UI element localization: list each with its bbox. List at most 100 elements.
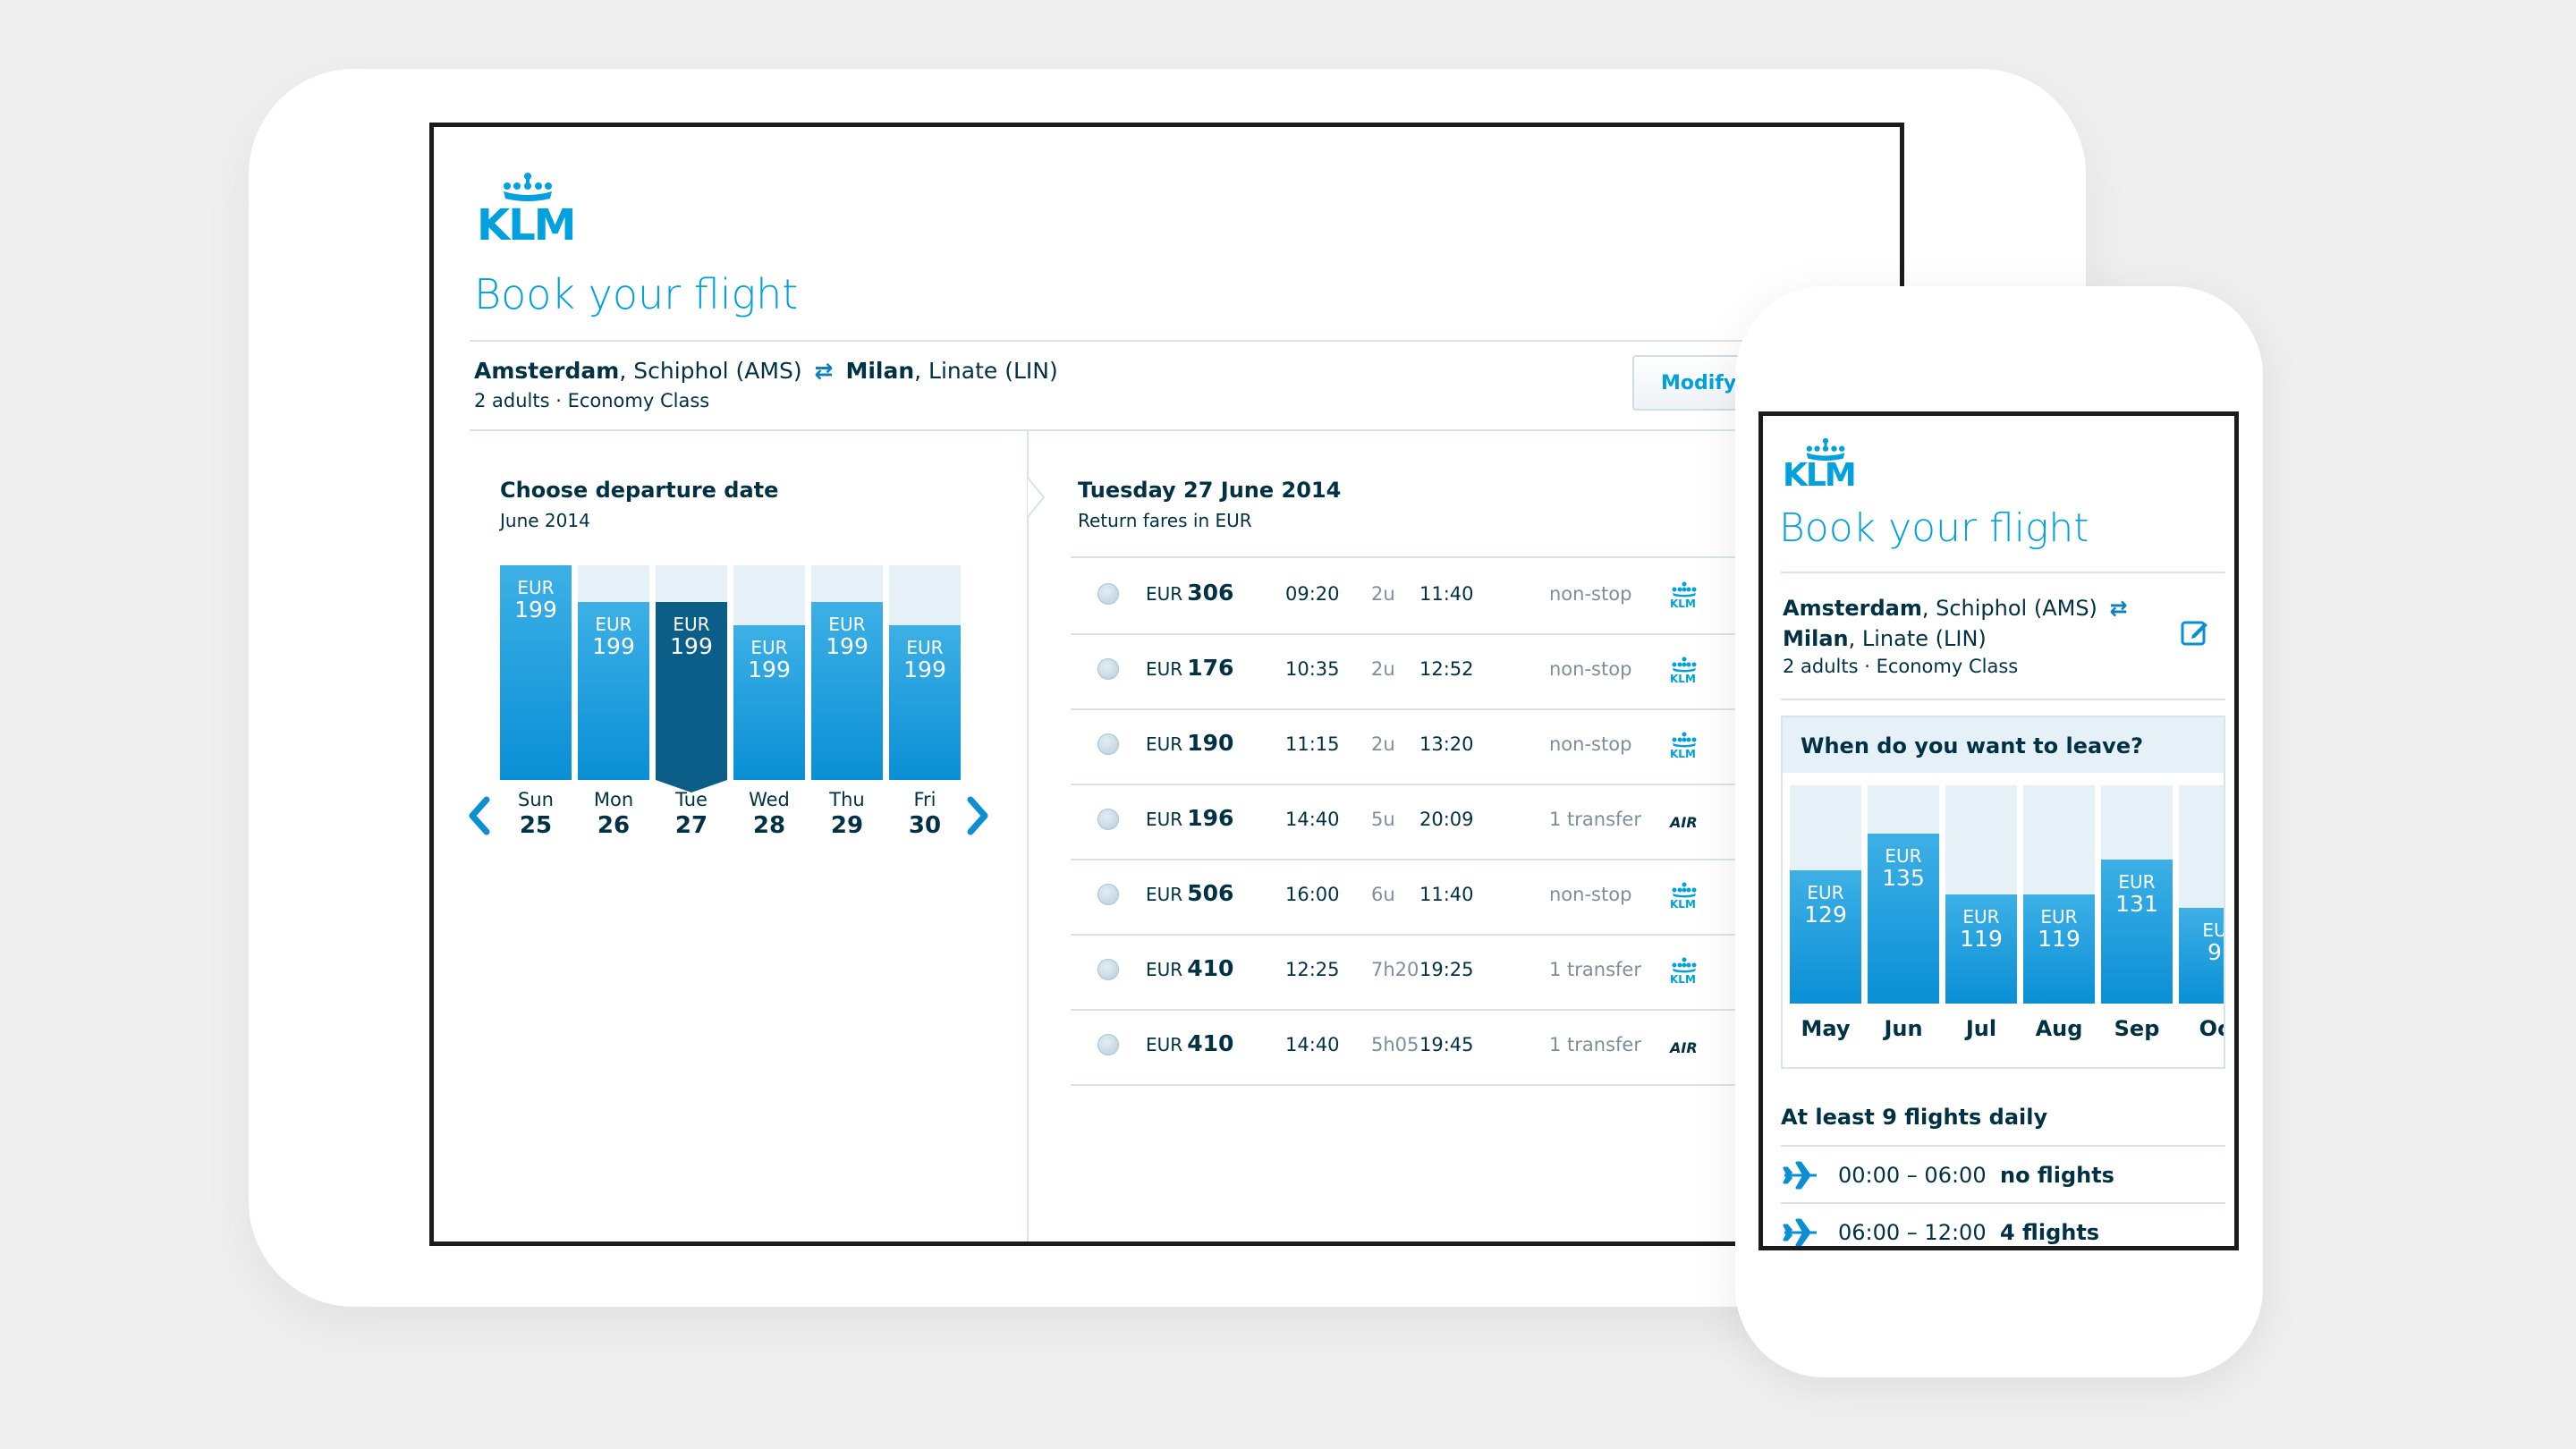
flight-result-row[interactable]: EUR 410 12:25 7h20 19:25 1 transfer KLM [1071,934,1750,1011]
month-bar-slot[interactable]: EUR 135 [1868,785,1939,1004]
fare-price: EUR 306 [1146,580,1234,606]
departure-heading: Choose departure date [500,478,779,503]
month-fare-bar[interactable]: EU 9 [2179,908,2224,1004]
flight-result-row[interactable]: EUR 506 16:00 6u 11:40 non-stop KLM [1071,859,1750,936]
month-label[interactable]: Aug [2035,1016,2083,1041]
chevron-right-icon[interactable] [965,796,990,835]
date-fare-bar[interactable]: EUR 199 [500,565,572,780]
carrier-logo: KLM [1670,581,1699,612]
select-flight-radio[interactable] [1097,884,1119,905]
date-fare-bar[interactable]: EUR 199 [811,602,883,780]
flight-result-row[interactable]: EUR 176 10:35 2u 12:52 non-stop KLM [1071,633,1750,710]
fare-currency: EUR [828,614,866,635]
edit-icon[interactable] [2180,617,2210,648]
fare-amount: 199 [592,633,635,659]
month-label[interactable]: May [1801,1016,1851,1041]
phone-screen: KLM Book your flight Amsterdam, Schiphol… [1758,411,2239,1250]
flight-duration: 7h20 [1371,959,1419,980]
stops-info: non-stop [1549,658,1632,680]
fare-currency: EUR [2040,906,2078,928]
month-fare-bar[interactable]: EUR 135 [1868,834,1939,1004]
flight-result-row[interactable]: EUR 190 11:15 2u 13:20 non-stop KLM [1071,708,1750,785]
fare-amount: 129 [1804,902,1847,928]
month-bar-slot[interactable]: EUR 129 [1790,785,1861,1004]
month-fare-bar[interactable]: EUR 119 [2023,894,2095,1004]
arrival-time: 19:45 [1419,1034,1474,1055]
flight-count: no flights [2000,1163,2114,1188]
divider [470,429,1900,431]
select-flight-radio[interactable] [1097,583,1119,605]
carrier-logo: AIR [1670,807,1698,831]
stops-info: non-stop [1549,884,1632,905]
month-bar-slot[interactable]: EUR 119 [2023,785,2095,1004]
fare-currency: EUR [1885,845,1922,867]
month-label[interactable]: Jul [1965,1016,1997,1041]
flight-duration: 2u [1371,733,1395,755]
date-number: 25 [519,812,553,839]
weekday-label: Wed [749,789,790,810]
fare-price: EUR 196 [1146,805,1234,831]
date-label[interactable]: Wed 28 [733,789,805,839]
column-divider [1027,431,1029,1241]
month-fare-bar[interactable]: EUR 129 [1790,870,1861,1004]
departure-time: 12:25 [1285,959,1340,980]
date-label[interactable]: Thu 29 [811,789,883,839]
flight-slot-row[interactable]: 00:00 – 06:00 no flights [1781,1145,2225,1204]
date-bar-slot[interactable]: EUR 199 [500,565,572,780]
month-fare-bar[interactable]: EUR 119 [1945,894,2017,1004]
month-fare-bar[interactable]: EUR 131 [2101,860,2173,1004]
date-bar-slot[interactable]: EUR 199 [656,565,727,780]
flight-slot-row[interactable]: 06:00 – 12:00 4 flights [1781,1202,2225,1246]
time-range: 00:00 – 06:00 [1838,1163,1987,1188]
select-flight-radio[interactable] [1097,959,1119,980]
select-flight-radio[interactable] [1097,733,1119,755]
date-bar-slot[interactable]: EUR 199 [889,565,961,780]
fare-price: EUR 190 [1146,730,1234,756]
results-subtitle: Return fares in EUR [1078,510,1252,531]
tablet-screen: KLM Book your flight Amsterdam, Schiphol… [429,123,1904,1246]
date-bar-slot[interactable]: EUR 199 [733,565,805,780]
month-label[interactable]: Sep [2114,1016,2160,1041]
month-bar-slot[interactable]: EUR 131 [2101,785,2173,1004]
date-fare-bar[interactable]: EUR 199 [656,602,727,780]
departure-time: 14:40 [1285,1034,1340,1055]
swap-arrows-icon: ⇄ [814,358,834,384]
date-label[interactable]: Sun 25 [500,789,572,839]
month-bar-slot[interactable]: EU 9 [2179,785,2224,1004]
month-bar-slot[interactable]: EUR 119 [1945,785,2017,1004]
fare-currency: EUR [517,577,555,598]
time-range: 06:00 – 12:00 [1838,1220,1987,1245]
flight-result-row[interactable]: EUR 196 14:40 5u 20:09 1 transfer AIR [1071,784,1750,860]
flights-daily-heading: At least 9 flights daily [1781,1105,2048,1130]
fare-price: EUR 410 [1146,955,1234,981]
arrival-time: 19:25 [1419,959,1474,980]
carrier-logo: KLM [1670,957,1699,987]
date-label[interactable]: Tue 27 [656,789,727,839]
klm-crown-icon: KLM [1670,882,1697,911]
fare-currency: EUR [1807,882,1844,903]
plane-icon [1783,1161,1817,1190]
month-label[interactable]: Oc [2199,1016,2224,1041]
fare-amount: 199 [514,597,557,623]
flight-result-row[interactable]: EUR 306 09:20 2u 11:40 non-stop KLM [1071,558,1750,635]
month-label[interactable]: Jun [1884,1016,1923,1041]
carrier-logo: KLM [1670,657,1699,687]
flight-result-row[interactable]: EUR 410 14:40 5h05 19:45 1 transfer AIR [1071,1009,1750,1086]
date-label[interactable]: Mon 26 [578,789,649,839]
chevron-left-icon[interactable] [467,796,492,835]
fare-amount: 199 [826,633,869,659]
select-flight-radio[interactable] [1097,809,1119,830]
divider [1071,556,1750,558]
select-flight-radio[interactable] [1097,658,1119,680]
date-bar-slot[interactable]: EUR 199 [811,565,883,780]
departure-time: 11:15 [1285,733,1340,755]
select-flight-radio[interactable] [1097,1034,1119,1055]
date-fare-bar[interactable]: EUR 199 [578,602,649,780]
plane-icon [1783,1218,1817,1246]
date-bar-slot[interactable]: EUR 199 [578,565,649,780]
date-fare-bar[interactable]: EUR 199 [889,625,961,780]
flight-duration: 2u [1371,583,1395,605]
date-label[interactable]: Fri 30 [889,789,961,839]
date-fare-bar[interactable]: EUR 199 [733,625,805,780]
fare-amount: 9 [2207,939,2222,965]
